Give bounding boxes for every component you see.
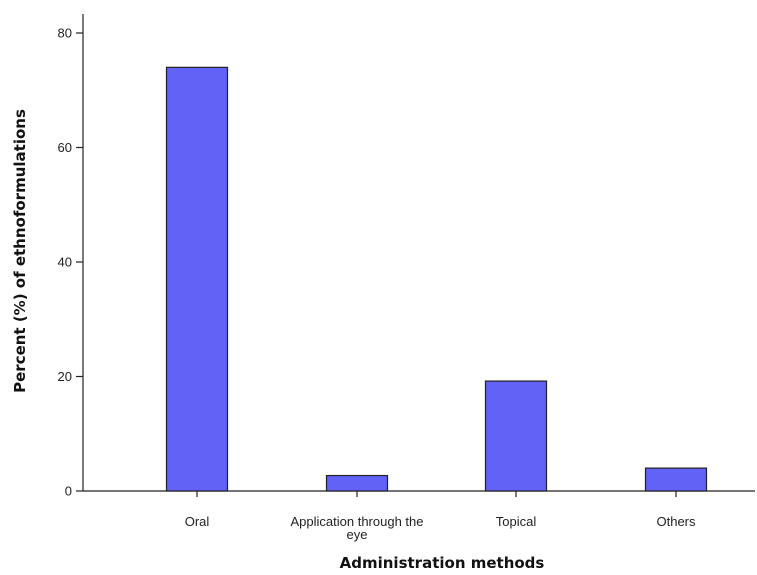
x-tick-label: Others <box>656 514 696 529</box>
y-tick-label: 40 <box>58 255 72 270</box>
x-axis-title: Administration methods <box>340 554 545 572</box>
bar-0 <box>165 66 229 492</box>
x-tick-label: Oral <box>185 514 210 529</box>
bars <box>165 66 708 492</box>
y-axis: 0 20 40 60 80 <box>58 14 84 499</box>
bar-2 <box>484 380 548 492</box>
y-tick-label: 0 <box>65 484 72 499</box>
bar-1 <box>325 474 389 492</box>
x-tick-label: Application through the eye <box>291 514 424 542</box>
y-axis-title: Percent (%) of ethnoformulations <box>11 109 29 393</box>
x-axis: Oral Application through the eye Topical Oth… <box>83 490 755 542</box>
y-tick-label: 80 <box>58 26 72 41</box>
bar-3 <box>644 467 708 492</box>
y-tick-label: 20 <box>58 369 72 384</box>
x-tick-label: Topical <box>496 514 537 529</box>
y-tick-label: 60 <box>58 140 72 155</box>
